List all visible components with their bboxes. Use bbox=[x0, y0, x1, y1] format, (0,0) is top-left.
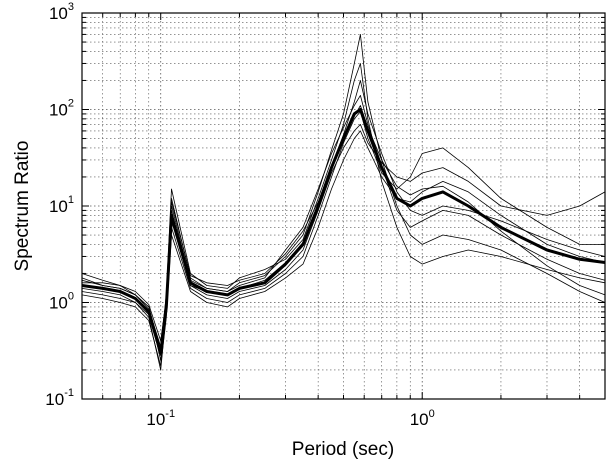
y-tick-label: 103 bbox=[49, 1, 74, 23]
y-tick-label: 102 bbox=[49, 98, 74, 120]
y-tick-label: 101 bbox=[49, 194, 74, 216]
mean-series-line bbox=[81, 108, 606, 355]
y-tick-label: 100 bbox=[49, 291, 74, 313]
series-group bbox=[81, 34, 606, 371]
individual-series-line bbox=[81, 124, 606, 357]
individual-series-line bbox=[81, 130, 606, 367]
y-axis-title: Spectrum Ratio bbox=[12, 141, 33, 272]
y-tick-label: 10-1 bbox=[45, 387, 74, 409]
individual-series-line bbox=[81, 34, 606, 361]
tick-marks bbox=[81, 12, 606, 400]
x-tick-label: 100 bbox=[410, 408, 435, 429]
individual-series-line bbox=[81, 111, 605, 371]
x-axis-title: Period (sec) bbox=[292, 439, 394, 460]
